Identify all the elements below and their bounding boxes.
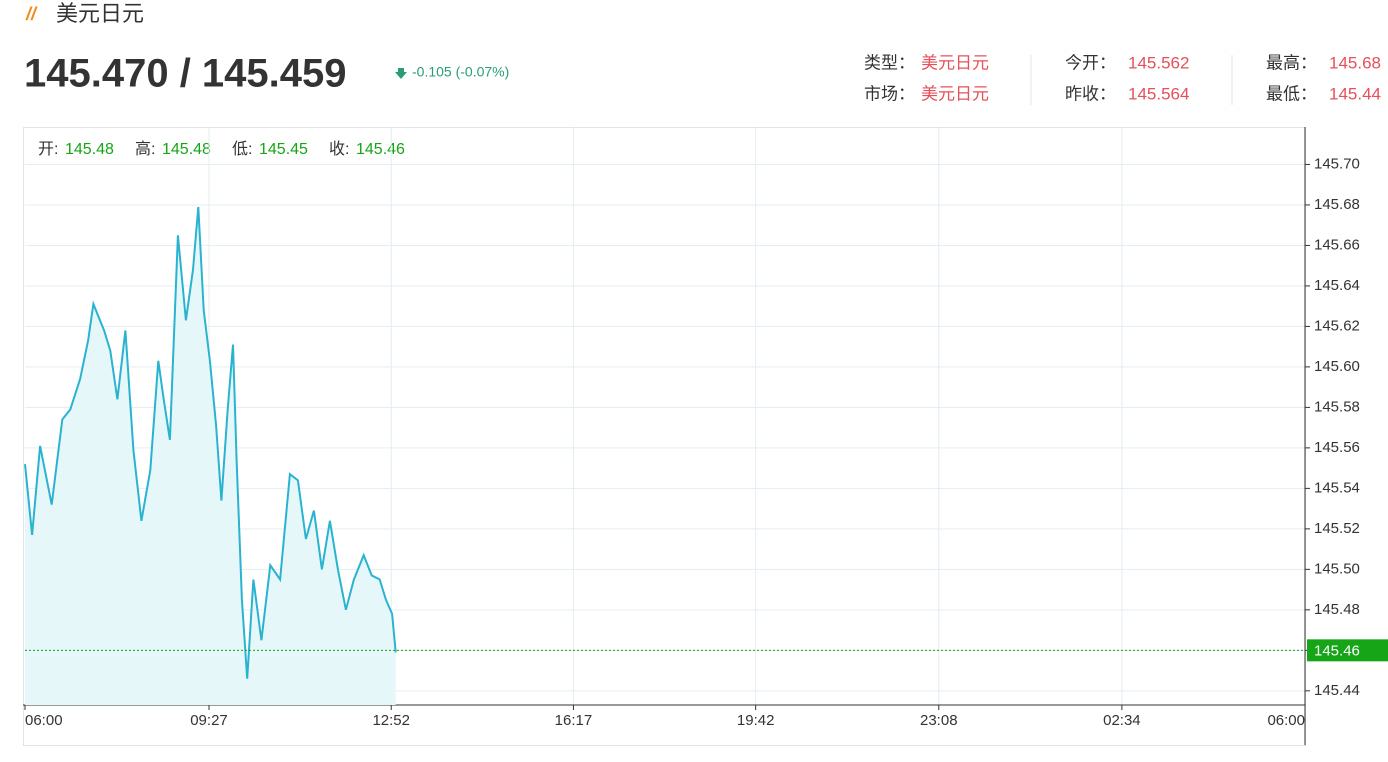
y-tick-label: 145.70 [1314, 155, 1360, 172]
x-tick-label: 06:00 [1267, 712, 1305, 729]
y-tick-label: 145.44 [1314, 682, 1360, 699]
y-tick-label: 145.56 [1314, 439, 1360, 456]
ohlc-value: 145.48 [162, 141, 211, 158]
y-tick-label: 145.50 [1314, 560, 1360, 577]
info-label: 市场： [864, 84, 915, 103]
last-price-label: 145.46 [1314, 642, 1360, 659]
info-value: 145.44 [1329, 84, 1381, 103]
ohlc-value: 145.46 [356, 141, 405, 158]
y-tick-label: 145.58 [1314, 398, 1360, 415]
y-tick-label: 145.62 [1314, 317, 1360, 334]
ohlc-label: 开: [38, 141, 58, 158]
y-tick-label: 145.52 [1314, 520, 1360, 537]
info-label: 昨收： [1065, 84, 1116, 103]
info-value: 145.562 [1128, 53, 1189, 72]
y-tick-label: 145.48 [1314, 601, 1360, 618]
ohlc-label: 低: [232, 140, 252, 158]
y-tick-label: 145.54 [1314, 479, 1360, 496]
ohlc-value: 145.48 [65, 141, 114, 158]
x-tick-label: 16:17 [555, 712, 593, 729]
x-tick-label: 23:08 [920, 712, 958, 729]
area [25, 207, 396, 705]
x-tick-label: 19:42 [737, 712, 775, 729]
info-label: 最低： [1266, 84, 1317, 103]
info-value: 美元日元 [921, 84, 989, 103]
x-tick-label: 12:52 [372, 712, 410, 729]
info-value: 145.68 [1329, 53, 1381, 72]
price-line [24, 206, 397, 679]
last-price-box [1307, 639, 1388, 662]
y-tick-label: 145.68 [1314, 196, 1360, 213]
info-label: 最高： [1266, 53, 1317, 72]
info-value: 美元日元 [921, 53, 989, 72]
ohlc-label: 高: [135, 140, 155, 158]
info-value: 145.564 [1128, 84, 1189, 103]
x-tick-label: 06:00 [25, 712, 63, 729]
info-label: 类型： [864, 53, 915, 72]
x-tick-label: 02:34 [1103, 712, 1141, 729]
title: 美元日元 [56, 1, 144, 26]
price: 145.470 / 145.459 [24, 52, 347, 96]
y-tick-label: 145.66 [1314, 236, 1360, 253]
x-tick-label: 09:27 [190, 712, 228, 729]
title-icon: // [25, 4, 38, 24]
ohlc-value: 145.45 [259, 141, 308, 158]
y-tick-label: 145.64 [1314, 277, 1360, 294]
change: -0.105 (-0.07%) [412, 64, 509, 80]
info-label: 今开： [1065, 53, 1116, 72]
ohlc-label: 收: [329, 140, 349, 158]
down-arrow [395, 68, 407, 79]
y-tick-label: 145.60 [1314, 358, 1360, 375]
